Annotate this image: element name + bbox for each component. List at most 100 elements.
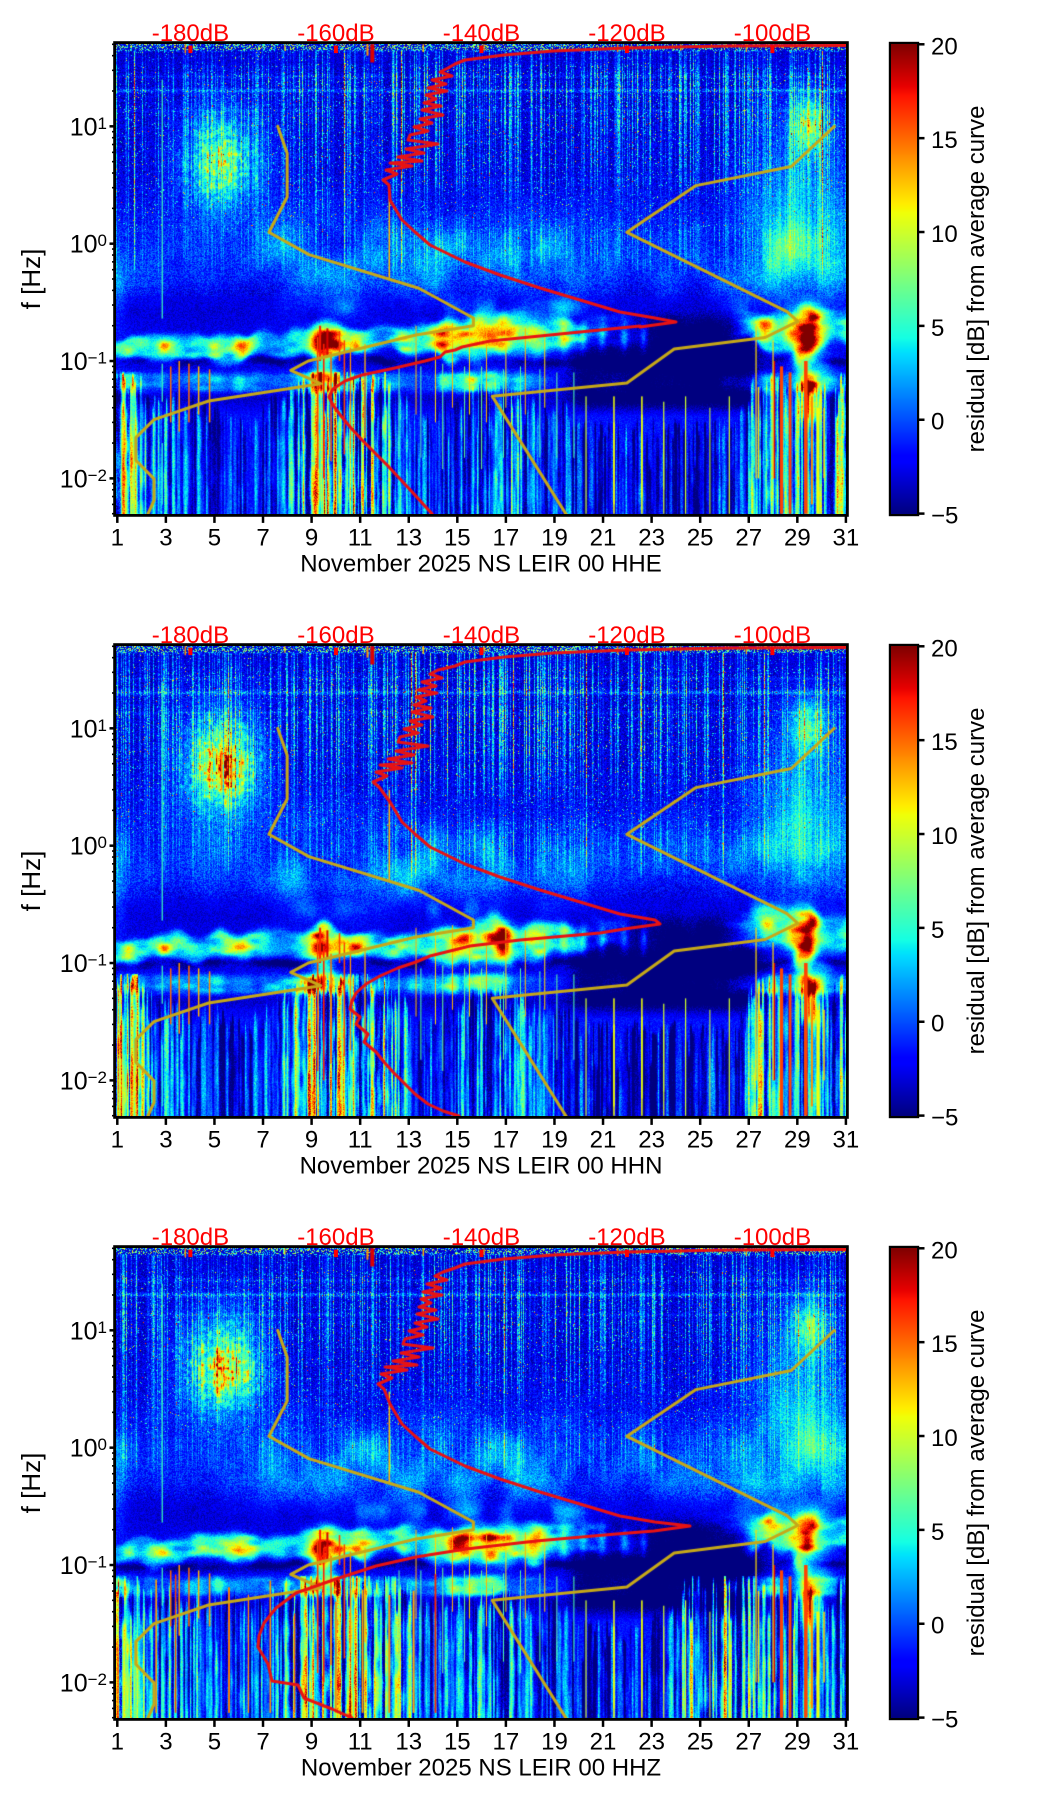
svg-text:5: 5 (208, 525, 221, 552)
svg-text:31: 31 (833, 1127, 860, 1154)
svg-text:-160dB: -160dB (297, 20, 374, 47)
svg-text:27: 27 (735, 1127, 762, 1154)
svg-text:20: 20 (931, 635, 958, 662)
svg-text:-100dB: -100dB (734, 1224, 811, 1251)
svg-text:f [Hz]: f [Hz] (16, 1453, 46, 1514)
svg-text:15: 15 (931, 729, 958, 756)
svg-text:11: 11 (348, 525, 373, 552)
svg-text:23: 23 (638, 1127, 665, 1154)
svg-text:13: 13 (395, 525, 422, 552)
svg-text:25: 25 (687, 1127, 714, 1154)
svg-text:23: 23 (638, 1729, 665, 1756)
svg-text:3: 3 (159, 1127, 172, 1154)
svg-text:13: 13 (395, 1729, 422, 1756)
svg-text:11: 11 (348, 1729, 373, 1756)
svg-text:17: 17 (493, 1127, 520, 1154)
svg-text:10: 10 (931, 221, 958, 248)
svg-text:0: 0 (931, 409, 944, 436)
svg-text:9: 9 (305, 1729, 318, 1756)
svg-text:17: 17 (493, 525, 520, 552)
svg-text:21: 21 (590, 1127, 617, 1154)
svg-text:9: 9 (305, 1127, 318, 1154)
svg-text:10: 10 (931, 823, 958, 850)
svg-text:-120dB: -120dB (588, 20, 665, 47)
svg-text:1: 1 (111, 1127, 124, 1154)
svg-text:100: 100 (70, 1435, 107, 1463)
svg-text:November 2025 NS LEIR 00 HHZ: November 2025 NS LEIR 00 HHZ (301, 1755, 661, 1782)
svg-text:residual [dB] from average cur: residual [dB] from average curve (963, 1310, 990, 1657)
svg-text:101: 101 (70, 1317, 107, 1345)
svg-text:101: 101 (70, 113, 107, 141)
svg-text:15: 15 (931, 127, 958, 154)
svg-text:5: 5 (931, 1519, 944, 1546)
svg-text:13: 13 (395, 1127, 422, 1154)
svg-text:10: 10 (931, 1425, 958, 1452)
svg-text:-120dB: -120dB (588, 1224, 665, 1251)
svg-text:residual [dB] from average cur: residual [dB] from average curve (963, 106, 990, 453)
svg-text:-180dB: -180dB (152, 622, 229, 649)
svg-text:residual [dB] from average cur: residual [dB] from average curve (963, 708, 990, 1055)
svg-text:20: 20 (931, 1237, 958, 1264)
svg-text:7: 7 (256, 1127, 269, 1154)
svg-text:31: 31 (833, 1729, 860, 1756)
svg-text:21: 21 (590, 1729, 617, 1756)
svg-text:3: 3 (159, 525, 172, 552)
svg-text:1: 1 (111, 1729, 124, 1756)
svg-text:f [Hz]: f [Hz] (16, 851, 46, 912)
svg-text:10−2: 10−2 (60, 1067, 107, 1095)
svg-text:10−1: 10−1 (60, 1552, 107, 1580)
svg-text:19: 19 (541, 1729, 568, 1756)
svg-text:29: 29 (784, 525, 811, 552)
svg-text:11: 11 (348, 1127, 373, 1154)
svg-text:21: 21 (590, 525, 617, 552)
svg-text:25: 25 (687, 525, 714, 552)
svg-text:10−1: 10−1 (60, 950, 107, 978)
svg-text:20: 20 (931, 33, 958, 60)
svg-text:10−2: 10−2 (60, 465, 107, 493)
svg-text:9: 9 (305, 525, 318, 552)
svg-text:0: 0 (931, 1613, 944, 1640)
svg-text:31: 31 (833, 525, 860, 552)
svg-text:10−2: 10−2 (60, 1669, 107, 1697)
svg-text:-180dB: -180dB (152, 1224, 229, 1251)
svg-text:27: 27 (735, 1729, 762, 1756)
svg-text:3: 3 (159, 1729, 172, 1756)
svg-text:−5: −5 (931, 1707, 958, 1734)
svg-text:100: 100 (70, 231, 107, 259)
svg-text:19: 19 (541, 525, 568, 552)
svg-text:0: 0 (931, 1011, 944, 1038)
svg-text:17: 17 (493, 1729, 520, 1756)
svg-text:29: 29 (784, 1127, 811, 1154)
svg-text:5: 5 (931, 315, 944, 342)
svg-text:-160dB: -160dB (297, 622, 374, 649)
svg-text:19: 19 (541, 1127, 568, 1154)
svg-text:1: 1 (111, 525, 124, 552)
svg-text:25: 25 (687, 1729, 714, 1756)
svg-text:10−1: 10−1 (60, 348, 107, 376)
svg-text:November 2025 NS LEIR 00 HHE: November 2025 NS LEIR 00 HHE (300, 551, 662, 578)
svg-text:-160dB: -160dB (297, 1224, 374, 1251)
svg-text:-140dB: -140dB (443, 1224, 520, 1251)
svg-text:-140dB: -140dB (443, 622, 520, 649)
svg-text:−5: −5 (931, 503, 958, 530)
svg-text:27: 27 (735, 525, 762, 552)
svg-text:-140dB: -140dB (443, 20, 520, 47)
svg-text:-100dB: -100dB (734, 622, 811, 649)
svg-text:15: 15 (444, 1729, 471, 1756)
svg-text:7: 7 (256, 1729, 269, 1756)
svg-text:5: 5 (931, 917, 944, 944)
svg-text:f [Hz]: f [Hz] (16, 249, 46, 310)
svg-text:15: 15 (444, 1127, 471, 1154)
svg-text:-120dB: -120dB (588, 622, 665, 649)
svg-text:23: 23 (638, 525, 665, 552)
svg-text:5: 5 (208, 1127, 221, 1154)
svg-text:-100dB: -100dB (734, 20, 811, 47)
svg-text:7: 7 (256, 525, 269, 552)
svg-text:29: 29 (784, 1729, 811, 1756)
svg-text:15: 15 (931, 1331, 958, 1358)
svg-text:−5: −5 (931, 1105, 958, 1132)
svg-text:November 2025 NS LEIR 00 HHN: November 2025 NS LEIR 00 HHN (300, 1153, 663, 1180)
svg-text:101: 101 (70, 715, 107, 743)
svg-text:15: 15 (444, 525, 471, 552)
svg-text:100: 100 (70, 833, 107, 861)
